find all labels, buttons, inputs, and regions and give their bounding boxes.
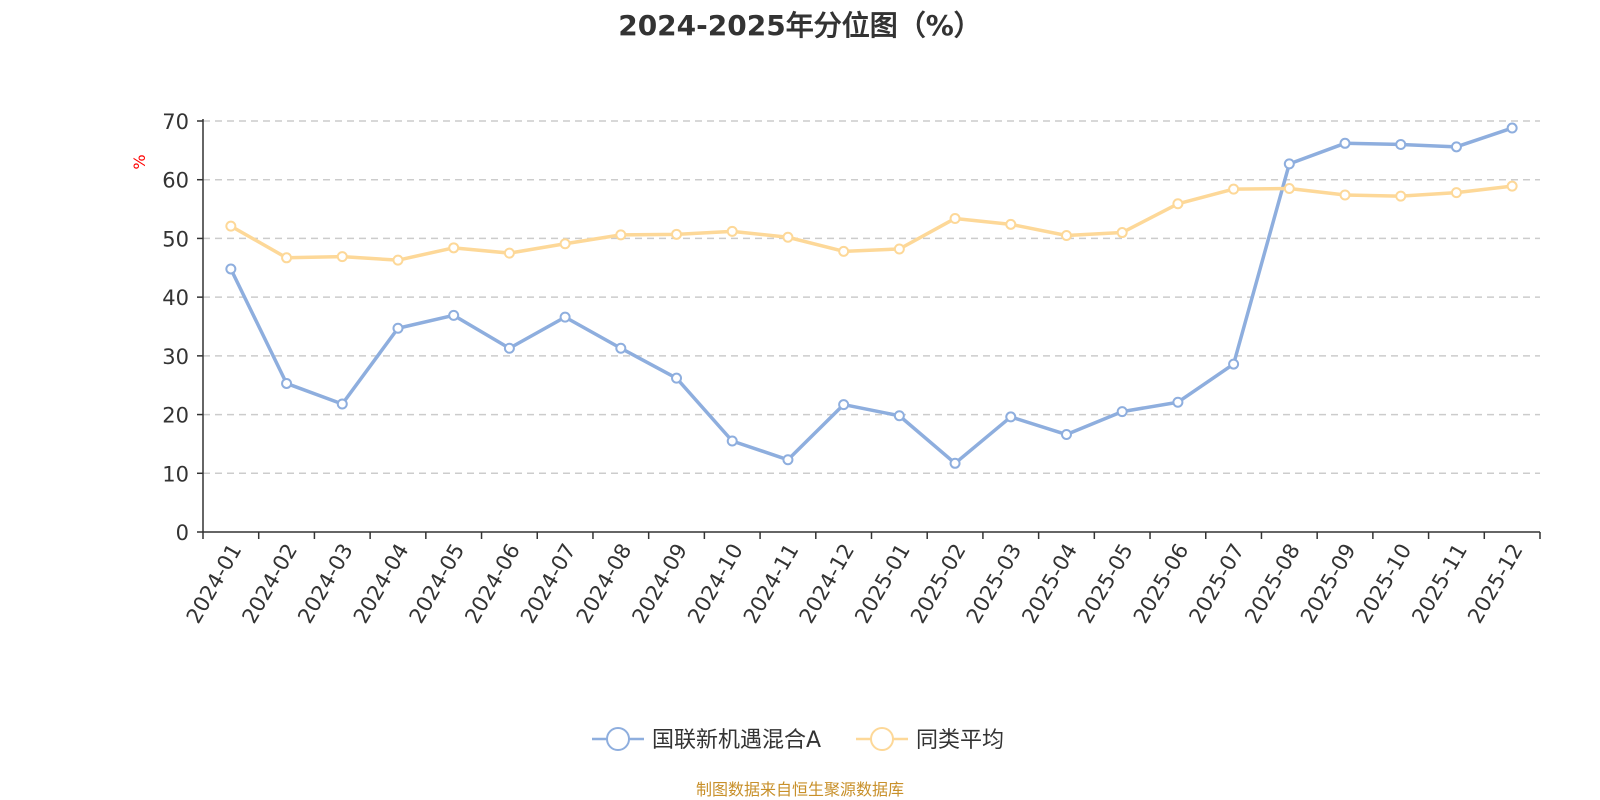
x-tick-label: 2025-05 [1073, 540, 1138, 628]
data-point [1450, 187, 1462, 199]
x-tick-label: 2024-12 [795, 540, 860, 628]
x-tick-label: 2024-01 [182, 540, 247, 628]
x-tick-label: 2024-10 [683, 540, 748, 628]
legend-item-1[interactable]: 国联新机遇混合A [592, 727, 821, 753]
y-tick-label: 70 [162, 110, 189, 134]
data-point [336, 398, 348, 410]
data-point [615, 342, 627, 354]
data-point [336, 251, 348, 263]
x-tick-label: 2025-10 [1352, 540, 1417, 628]
legend-marker-icon [606, 727, 630, 751]
data-point [1172, 198, 1184, 210]
data-point [392, 322, 404, 334]
x-tick-label: 2024-02 [237, 540, 302, 628]
series-2 [225, 180, 1518, 266]
x-tick-label: 2024-09 [627, 540, 692, 628]
x-tick-label: 2025-09 [1296, 540, 1361, 628]
x-tick-label: 2024-03 [293, 540, 358, 628]
data-point [1116, 227, 1128, 239]
x-tick-label: 2025-03 [962, 539, 1027, 627]
data-point [1283, 183, 1295, 195]
data-point [503, 247, 515, 259]
x-tick-label: 2024-08 [572, 540, 637, 628]
data-point [559, 238, 571, 250]
data-point [1005, 218, 1017, 230]
data-point [1506, 180, 1518, 192]
legend-label: 国联新机遇混合A [652, 728, 821, 753]
data-point [1339, 189, 1351, 201]
data-point [225, 220, 237, 232]
y-tick-label: 20 [162, 404, 189, 428]
legend-label: 同类平均 [916, 728, 1004, 753]
chart-title: 2024-2025年分位图（%） [618, 9, 982, 42]
data-point [1395, 190, 1407, 202]
x-tick-label: 2025-07 [1184, 540, 1249, 628]
x-tick-label: 2024-11 [739, 540, 804, 628]
data-point [225, 263, 237, 275]
source-note: 制图数据来自恒生聚源数据库 [695, 780, 904, 799]
y-axis-unit-label: % [130, 154, 149, 169]
x-tick-label: 2025-04 [1017, 540, 1082, 628]
x-tick-label: 2024-05 [405, 540, 470, 628]
y-tick-label: 60 [162, 169, 189, 193]
legend-marker-icon [870, 727, 894, 751]
grid-lines [203, 120, 1540, 475]
data-point [1005, 411, 1017, 423]
data-point [1228, 183, 1240, 195]
data-point [726, 435, 738, 447]
series-1 [225, 122, 1518, 469]
y-tick-label: 0 [176, 521, 189, 545]
y-tick-label: 10 [162, 462, 189, 486]
x-tick-label: 2025-02 [906, 540, 971, 628]
x-tick-label: 2025-08 [1240, 540, 1305, 628]
x-tick-label: 2024-06 [460, 540, 525, 628]
x-tick-label: 2025-12 [1463, 540, 1528, 628]
data-point [281, 252, 293, 264]
data-point [1228, 358, 1240, 370]
data-point [1339, 137, 1351, 149]
data-point [838, 245, 850, 257]
data-point [1283, 158, 1295, 170]
data-point [1395, 138, 1407, 150]
data-point [1506, 122, 1518, 134]
data-point [503, 342, 515, 354]
data-point [281, 377, 293, 389]
series-line [229, 126, 1514, 466]
data-point [949, 212, 961, 224]
legend-item-2[interactable]: 同类平均 [856, 727, 1004, 753]
data-point [671, 228, 683, 240]
data-point [615, 229, 627, 241]
data-point [1450, 141, 1462, 153]
data-point [949, 457, 961, 469]
series-line [229, 184, 1514, 262]
data-point [1060, 229, 1072, 241]
data-point [782, 454, 794, 466]
legend[interactable]: 国联新机遇混合A 同类平均 [592, 727, 1004, 753]
data-point [448, 309, 460, 321]
data-point [893, 243, 905, 255]
series-layer [225, 122, 1518, 469]
data-point [1060, 429, 1072, 441]
x-tick-label: 2025-06 [1129, 540, 1194, 628]
data-point [893, 410, 905, 422]
data-point [726, 225, 738, 237]
data-point [1172, 396, 1184, 408]
y-tick-label: 30 [162, 345, 189, 369]
y-tick-label: 40 [162, 286, 189, 310]
data-point [1116, 406, 1128, 418]
data-point [392, 254, 404, 266]
data-point [782, 231, 794, 243]
data-point [838, 399, 850, 411]
data-point [671, 372, 683, 384]
y-tick-label: 50 [162, 227, 189, 251]
x-tick-label: 2024-04 [349, 540, 414, 628]
x-tick-label: 2025-01 [850, 540, 915, 628]
data-point [448, 242, 460, 254]
x-tick-label: 2024-07 [516, 540, 581, 628]
x-tick-label: 2025-11 [1407, 540, 1472, 628]
data-point [559, 311, 571, 323]
